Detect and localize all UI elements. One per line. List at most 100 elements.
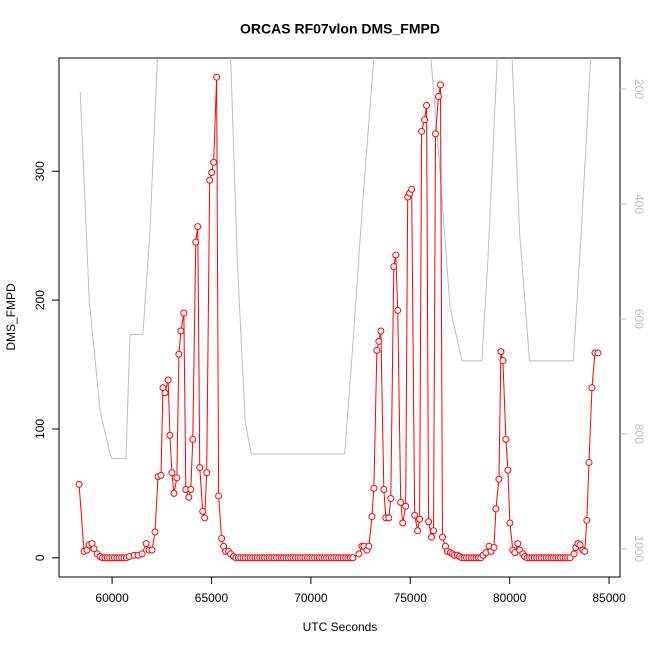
data-point [490, 543, 498, 551]
data-point [581, 547, 589, 555]
data-point [194, 223, 202, 231]
data-point [185, 493, 193, 501]
plot-frame [58, 57, 621, 578]
data-point [170, 489, 178, 497]
data-point [142, 540, 150, 548]
data-point [499, 357, 507, 365]
data-point [377, 327, 385, 335]
y2-tick-label: 600 [632, 309, 646, 329]
data-point [399, 519, 407, 527]
y-tick-label: 100 [33, 419, 47, 439]
data-point [196, 464, 204, 472]
y2-tick-label: 1000 [632, 535, 646, 562]
data-point [161, 389, 169, 397]
data-point [418, 127, 426, 135]
data-point [428, 533, 436, 541]
y2-tick-label: 400 [632, 194, 646, 214]
data-point [390, 263, 398, 271]
data-point [506, 519, 514, 527]
data-point [492, 505, 500, 513]
data-point [414, 527, 422, 535]
data-point [355, 550, 363, 558]
data-point [373, 346, 381, 354]
data-point [385, 514, 393, 522]
data-point [365, 542, 373, 550]
x-tick-label: 60000 [95, 591, 129, 605]
data-point [180, 309, 188, 317]
data-point [495, 475, 503, 483]
data-point [349, 554, 357, 562]
data-point [175, 350, 183, 358]
data-point [368, 513, 376, 521]
x-tick-label: 70000 [294, 591, 328, 605]
data-point [392, 251, 400, 259]
data-point [432, 130, 440, 138]
data-point [75, 480, 83, 488]
y-tick-label: 200 [33, 290, 47, 310]
data-point [421, 116, 429, 124]
y-tick-label: 0 [33, 554, 47, 561]
data-point [497, 348, 505, 356]
data-point [408, 185, 416, 193]
data-point [394, 306, 402, 314]
plot-area [75, 58, 602, 562]
data-point [189, 435, 197, 443]
data-point [502, 435, 510, 443]
y2-tick-label: 800 [632, 424, 646, 444]
data-point [187, 486, 195, 494]
data-point [192, 238, 200, 246]
data-point [215, 492, 223, 500]
x-axis-label: UTC Seconds [303, 620, 378, 634]
data-point [588, 384, 596, 392]
y-axis-label: DMS_FMPD [4, 283, 18, 351]
data-point [148, 546, 156, 554]
data-point [430, 527, 438, 535]
data-point [168, 469, 176, 477]
y-tick-label: 300 [33, 161, 47, 181]
data-point [594, 349, 602, 357]
chart-title: ORCAS RF07vlon DMS_FMPD [240, 21, 440, 37]
data-point [435, 93, 442, 101]
data-point [423, 102, 431, 110]
data-point [576, 541, 584, 549]
data-point [90, 545, 98, 553]
y2-tick-label: 200 [632, 79, 646, 99]
data-point [173, 474, 181, 482]
data-point [416, 515, 424, 523]
data-point [387, 495, 395, 503]
data-point [210, 158, 218, 166]
x-tick-label: 65000 [195, 591, 229, 605]
x-tick-label: 75000 [394, 591, 428, 605]
data-point [514, 540, 522, 548]
data-line [78, 77, 598, 559]
data-point [570, 550, 578, 558]
data-point [380, 486, 388, 494]
data-point [213, 73, 221, 81]
data-point [411, 511, 419, 519]
data-point [402, 502, 410, 510]
data-point [425, 518, 433, 526]
data-point [504, 466, 512, 474]
data-point [375, 337, 383, 345]
data-point [206, 176, 214, 184]
data-point [199, 507, 207, 515]
data-point [438, 533, 446, 541]
data-point [166, 431, 174, 439]
data-point [436, 81, 444, 89]
data-point [203, 469, 211, 477]
data-point [151, 528, 159, 536]
data-point [164, 376, 172, 384]
data-point [218, 534, 226, 542]
data-point [208, 169, 216, 177]
data-point [177, 327, 185, 335]
data-point [583, 516, 591, 524]
data-point [138, 550, 146, 558]
x-tick-label: 85000 [592, 591, 626, 605]
data-point [585, 458, 593, 466]
x-tick-label: 80000 [493, 591, 527, 605]
data-point [157, 471, 165, 479]
data-point [201, 514, 209, 522]
data-line [79, 58, 592, 460]
data-point [397, 498, 405, 506]
